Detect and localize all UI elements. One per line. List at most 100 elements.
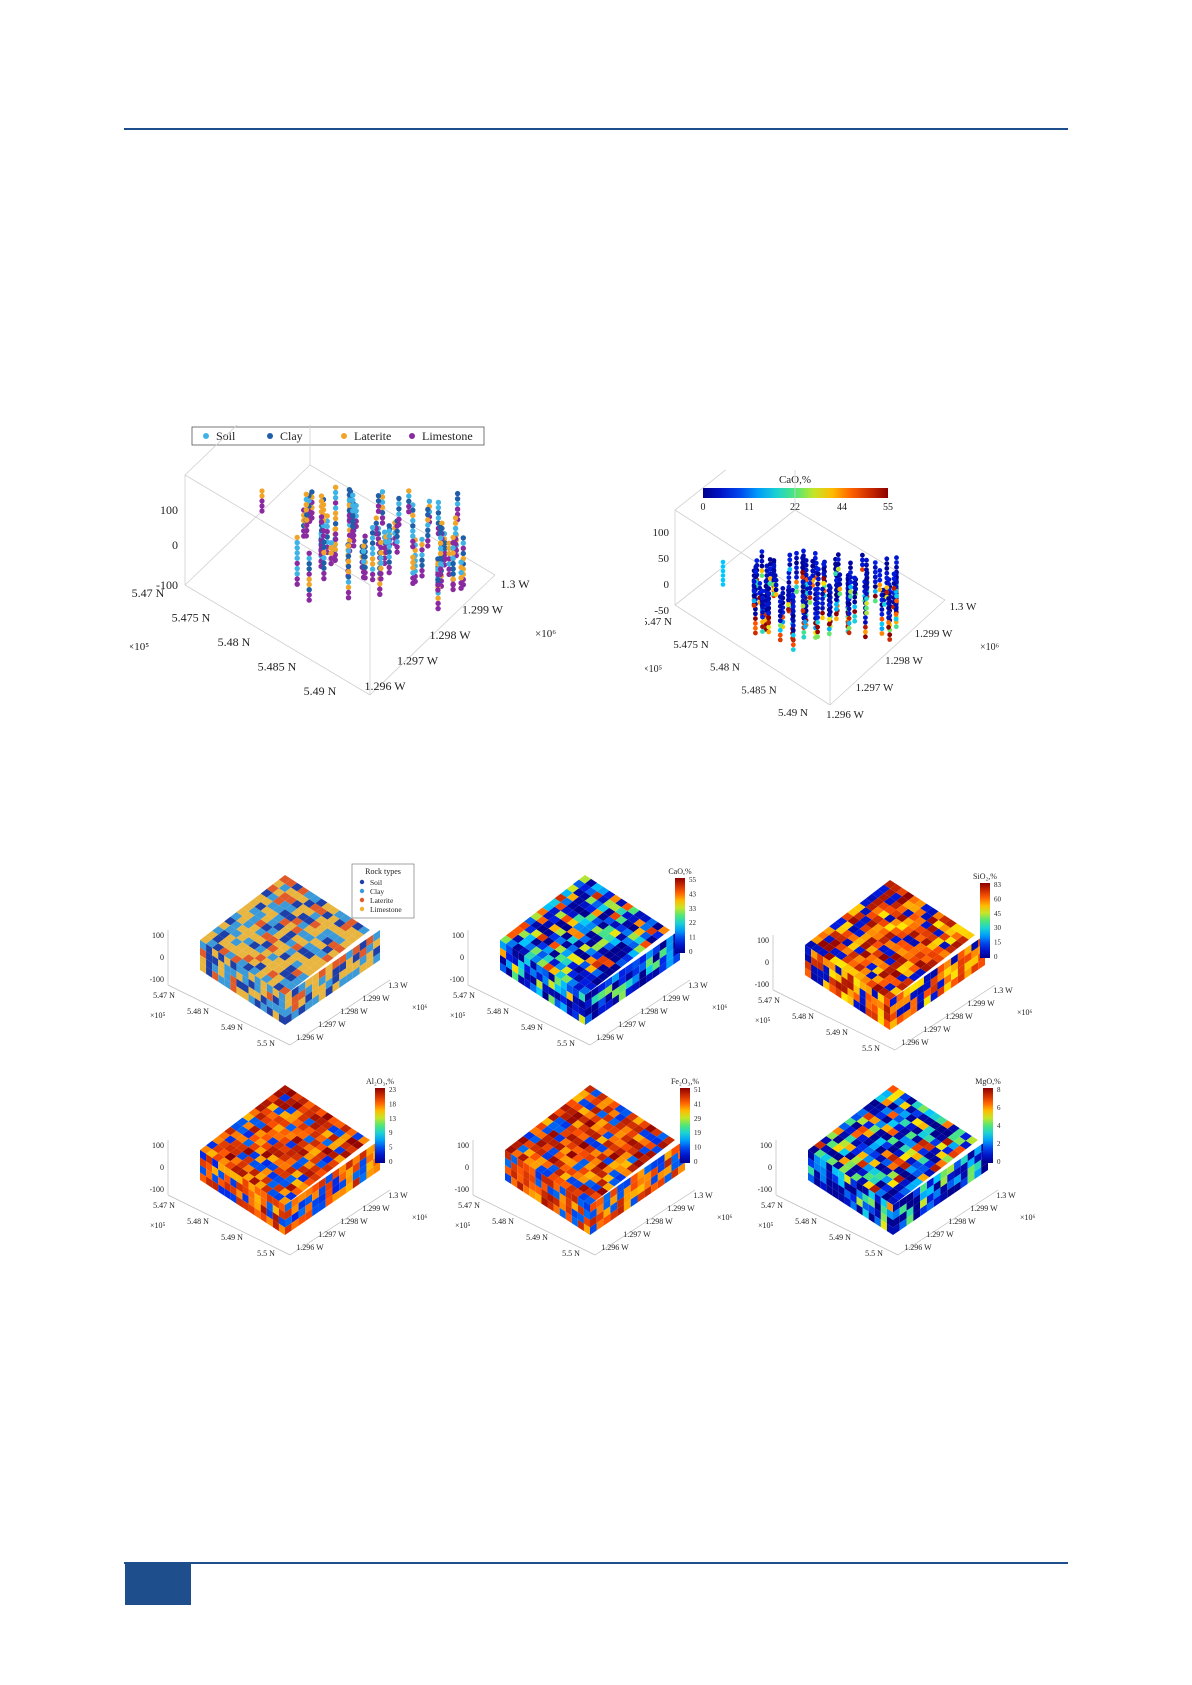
point — [815, 591, 820, 596]
point — [458, 585, 464, 591]
point — [396, 495, 402, 502]
point — [419, 547, 425, 553]
point — [879, 631, 885, 636]
west-tick: 1.296 W — [596, 1033, 624, 1042]
point — [350, 492, 356, 498]
point — [425, 522, 431, 528]
legend-marker — [409, 433, 415, 439]
west-exponent: ×10⁶ — [412, 1213, 428, 1222]
point — [777, 603, 783, 609]
point — [751, 588, 757, 594]
point — [369, 550, 376, 557]
point — [328, 550, 334, 556]
point — [777, 613, 783, 619]
point — [328, 555, 334, 562]
point — [369, 540, 376, 546]
west-tick: 1.296 W — [296, 1033, 324, 1042]
point — [450, 550, 456, 556]
point — [306, 576, 312, 582]
point — [826, 583, 832, 589]
west-tick: 1.296 W — [904, 1243, 932, 1252]
z-tick: 100 — [452, 931, 464, 940]
point — [378, 544, 384, 551]
point — [386, 569, 392, 576]
point — [332, 526, 339, 532]
north-exponent: ×10⁵ — [450, 1011, 466, 1020]
north-exponent: ×10⁵ — [150, 1221, 166, 1230]
point — [826, 617, 832, 622]
point — [760, 605, 765, 610]
legend-marker — [359, 888, 365, 894]
point — [369, 545, 376, 552]
west-tick: 1.298 W — [645, 1217, 673, 1226]
north-exponent: ×10⁵ — [150, 1011, 166, 1020]
point — [760, 629, 765, 634]
point — [350, 502, 356, 509]
point — [460, 545, 466, 551]
point — [321, 570, 327, 577]
west-tick: 1.298 W — [340, 1007, 368, 1016]
point — [773, 592, 779, 597]
west-tick: 1.297 W — [318, 1230, 346, 1239]
point — [800, 574, 805, 580]
point — [332, 510, 339, 516]
point — [450, 540, 456, 546]
point — [821, 576, 827, 581]
point — [894, 564, 899, 570]
legend-marker — [359, 897, 365, 903]
z-tick: 50 — [658, 553, 670, 565]
point — [452, 525, 459, 532]
west-tick: 1.299 W — [915, 628, 953, 640]
legend-marker — [203, 433, 209, 439]
west-tick: 1.296 W — [601, 1243, 629, 1252]
z-tick: -100 — [156, 578, 178, 592]
point — [458, 564, 464, 571]
point — [766, 615, 771, 621]
point — [767, 566, 773, 572]
point — [375, 493, 382, 499]
colorbar-tick: 0 — [694, 1158, 698, 1166]
z-tick: -100 — [455, 1185, 469, 1194]
point — [846, 601, 852, 607]
point — [790, 587, 795, 593]
point — [767, 581, 773, 586]
west-tick: 1.3 W — [500, 577, 530, 591]
point — [864, 577, 869, 582]
point — [837, 586, 843, 592]
point — [381, 529, 388, 535]
north-tick: 5.49 N — [521, 1023, 543, 1032]
point — [877, 582, 883, 588]
point — [375, 503, 382, 509]
point — [807, 595, 813, 601]
z-tick: 0 — [160, 953, 164, 962]
point — [753, 630, 758, 636]
point — [834, 602, 839, 607]
point — [786, 587, 791, 593]
point — [751, 584, 757, 589]
point — [259, 508, 265, 514]
point — [306, 550, 312, 556]
point — [790, 599, 796, 604]
point — [872, 569, 878, 575]
point — [720, 559, 726, 565]
point — [435, 582, 441, 588]
point — [377, 591, 383, 597]
west-exponent: ×10⁶ — [980, 642, 1000, 653]
point — [345, 574, 352, 580]
point — [760, 614, 765, 620]
point — [877, 587, 883, 593]
point — [378, 560, 384, 566]
point — [419, 541, 425, 548]
point — [435, 504, 442, 511]
point — [394, 533, 400, 540]
colorbar-label: Fe₂O₃,% — [671, 1077, 699, 1086]
point — [720, 573, 726, 578]
point — [794, 574, 799, 580]
point — [879, 621, 885, 627]
legend-label: Limestone — [370, 905, 402, 914]
point — [852, 580, 858, 586]
point — [802, 624, 808, 630]
north-tick: 5.475 N — [673, 639, 709, 651]
block-model-cao: 100 0 -100 5.47 N 5.48 N 5.49 N 5.5 N ×10⁵ 1.3 W… — [450, 867, 728, 1048]
point — [406, 498, 412, 504]
